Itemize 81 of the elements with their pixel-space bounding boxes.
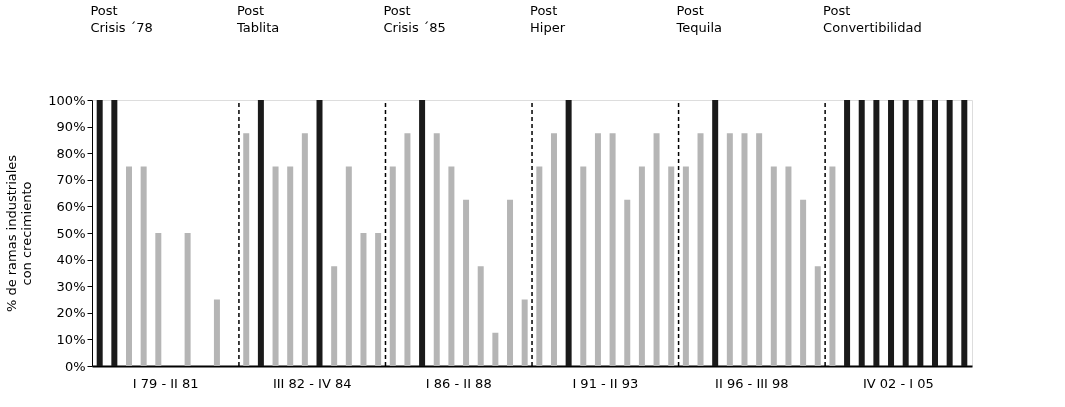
y-tick-label: 40% (56, 252, 86, 268)
bar (712, 100, 719, 366)
bar (800, 199, 807, 366)
bar (477, 266, 484, 366)
bar (448, 166, 455, 366)
y-tick-label: 10% (56, 331, 86, 347)
bar (594, 133, 601, 366)
bar (360, 233, 367, 366)
bar (829, 166, 836, 366)
bar (946, 100, 953, 366)
bar (756, 133, 763, 366)
bar (140, 166, 147, 366)
bar (272, 166, 279, 366)
y-tick-label: 100% (48, 92, 86, 108)
bar (492, 332, 499, 366)
bar (155, 233, 162, 366)
text: I 79 - II 81 (132, 376, 199, 391)
y-tick-label: 80% (56, 145, 86, 161)
text: I 91 - II 93 (572, 376, 639, 391)
bar (375, 233, 382, 366)
bar (301, 133, 308, 366)
bar (213, 299, 220, 366)
bar (536, 166, 543, 366)
bar (433, 133, 440, 366)
bar (638, 166, 645, 366)
bar (682, 166, 689, 366)
text: III 82 - IV 84 (272, 376, 352, 391)
bar (726, 133, 733, 366)
bar (609, 133, 616, 366)
y-tick-label: 70% (56, 172, 86, 188)
bar (741, 133, 748, 366)
bar (345, 166, 352, 366)
text: Post Crisis ´85 (383, 3, 446, 35)
bar (507, 199, 514, 366)
text: I 86 - II 88 (425, 376, 492, 391)
bar (624, 199, 631, 366)
bar (126, 166, 132, 366)
bar (389, 166, 396, 366)
y-tick-label: 60% (56, 198, 86, 214)
bar (697, 133, 704, 366)
bar (580, 166, 587, 366)
bar (316, 100, 323, 366)
bar (653, 133, 660, 366)
bar (668, 166, 675, 366)
bar (858, 100, 865, 366)
text: Post Crisis ´78 (90, 3, 153, 35)
bar (111, 100, 118, 366)
text: IV 02 - I 05 (862, 376, 934, 391)
y-tick-label: 20% (56, 305, 86, 321)
bar (404, 133, 411, 366)
bar (932, 100, 938, 366)
y-tick-label: 0% (64, 358, 86, 374)
text: Post Tablita (235, 3, 280, 35)
y-tick-label: 50% (56, 225, 86, 241)
bar (844, 100, 851, 366)
bar (785, 166, 792, 366)
text: II 96 - III 98 (715, 376, 789, 391)
text: Post Convertibilidad (823, 3, 922, 35)
y-tick-label: 90% (56, 119, 86, 135)
bar (902, 100, 909, 366)
bar (243, 133, 250, 366)
bar (565, 100, 572, 366)
bar (873, 100, 880, 366)
text: Post Tequila (675, 3, 722, 35)
bar (550, 133, 557, 366)
bar (419, 100, 426, 366)
y-axis-title: % de ramas industriales con crecimiento (4, 154, 35, 313)
bar (961, 100, 968, 366)
bar (814, 266, 821, 366)
bar (770, 166, 777, 366)
bar (96, 100, 103, 366)
bar (917, 100, 924, 366)
bar (331, 266, 338, 366)
bar (184, 233, 191, 366)
y-tick-label: 30% (56, 278, 86, 294)
bar (287, 166, 294, 366)
text: Post Hiper (530, 3, 566, 35)
bar (257, 100, 264, 366)
bar (463, 199, 470, 366)
bar (521, 299, 528, 366)
bar (888, 100, 895, 366)
